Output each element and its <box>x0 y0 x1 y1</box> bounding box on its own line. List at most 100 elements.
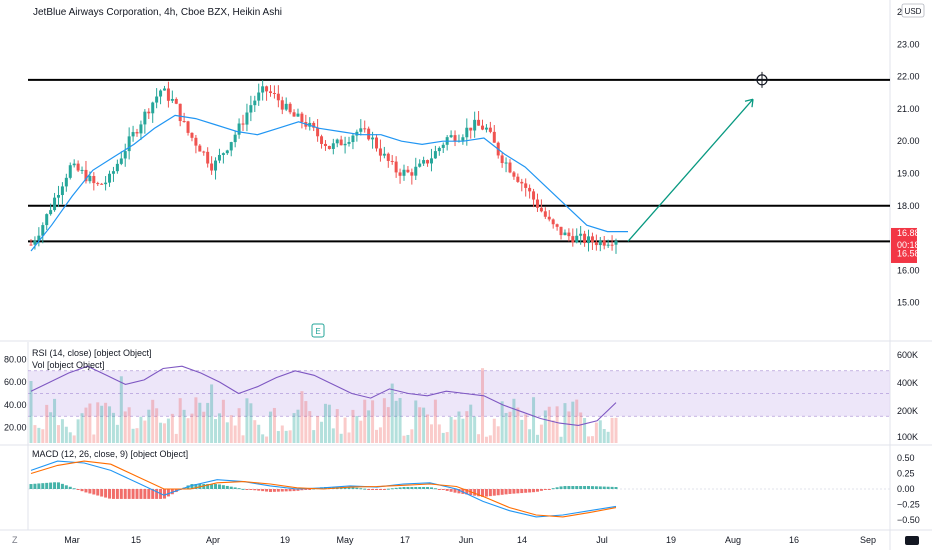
candle-body[interactable] <box>56 195 60 198</box>
candle-body[interactable] <box>284 103 288 110</box>
candle-body[interactable] <box>394 161 398 173</box>
candle-body[interactable] <box>449 135 453 138</box>
candle-body[interactable] <box>135 132 139 134</box>
candle-body[interactable] <box>214 160 218 171</box>
candle-body[interactable] <box>221 153 225 155</box>
candle-body[interactable] <box>504 162 508 164</box>
candle-body[interactable] <box>296 113 300 117</box>
candle-body[interactable] <box>272 92 276 94</box>
timezone-icon[interactable]: Z <box>12 535 18 545</box>
candle-body[interactable] <box>249 105 253 113</box>
candle-body[interactable] <box>53 197 57 211</box>
candle-body[interactable] <box>108 173 112 183</box>
candle-body[interactable] <box>606 244 610 246</box>
candle-body[interactable] <box>143 111 147 125</box>
candle-body[interactable] <box>323 143 327 146</box>
candle-body[interactable] <box>398 172 402 176</box>
candle-body[interactable] <box>543 211 547 217</box>
candle-body[interactable] <box>80 169 84 171</box>
candle-body[interactable] <box>100 183 104 185</box>
candle-body[interactable] <box>139 124 143 134</box>
candle-body[interactable] <box>386 153 390 161</box>
candle-body[interactable] <box>190 132 194 138</box>
candle-body[interactable] <box>151 102 155 114</box>
candle-body[interactable] <box>429 158 433 164</box>
candle-body[interactable] <box>162 88 166 91</box>
candle-body[interactable] <box>469 127 473 131</box>
candle-body[interactable] <box>155 96 159 103</box>
candle-body[interactable] <box>300 113 304 123</box>
projection-arrow[interactable] <box>627 98 754 242</box>
candle-body[interactable] <box>461 137 465 141</box>
candle-body[interactable] <box>339 139 343 146</box>
candle-body[interactable] <box>292 112 296 117</box>
candle-body[interactable] <box>312 122 316 128</box>
candle-body[interactable] <box>528 187 532 192</box>
candle-body[interactable] <box>492 131 496 143</box>
candle-body[interactable] <box>422 160 426 164</box>
candle-body[interactable] <box>598 240 602 246</box>
candle-body[interactable] <box>178 103 182 122</box>
candle-body[interactable] <box>555 224 559 227</box>
candle-body[interactable] <box>610 244 614 246</box>
candle-body[interactable] <box>194 137 198 146</box>
candle-body[interactable] <box>159 90 163 97</box>
candle-body[interactable] <box>229 142 233 151</box>
candle-body[interactable] <box>335 139 339 144</box>
candle-body[interactable] <box>45 214 49 226</box>
candle-body[interactable] <box>210 163 214 171</box>
candle-body[interactable] <box>265 86 269 92</box>
candle-body[interactable] <box>473 119 477 131</box>
candle-body[interactable] <box>92 176 96 184</box>
candle-body[interactable] <box>147 111 151 114</box>
candle-body[interactable] <box>575 235 579 243</box>
candle-body[interactable] <box>563 232 567 236</box>
candle-body[interactable] <box>202 151 206 153</box>
candle-body[interactable] <box>390 160 394 162</box>
candle-body[interactable] <box>41 225 45 236</box>
candle-body[interactable] <box>37 235 41 241</box>
candle-body[interactable] <box>500 155 504 164</box>
candle-body[interactable] <box>508 162 512 173</box>
candle-body[interactable] <box>547 216 551 220</box>
candle-body[interactable] <box>104 182 108 185</box>
candle-body[interactable] <box>198 145 202 152</box>
candle-body[interactable] <box>225 150 229 154</box>
candle-body[interactable] <box>174 98 178 104</box>
candle-body[interactable] <box>170 98 174 101</box>
candle-body[interactable] <box>453 135 457 142</box>
candle-body[interactable] <box>363 128 367 130</box>
candle-body[interactable] <box>465 127 469 138</box>
candle-body[interactable] <box>418 163 422 167</box>
candle-body[interactable] <box>60 186 64 196</box>
candle-body[interactable] <box>123 151 127 159</box>
candle-body[interactable] <box>512 172 516 177</box>
candle-body[interactable] <box>316 127 320 137</box>
candle-body[interactable] <box>29 244 33 246</box>
candle-body[interactable] <box>331 143 335 149</box>
candle-body[interactable] <box>382 153 386 156</box>
candle-body[interactable] <box>406 169 410 173</box>
macd-pane[interactable] <box>28 460 890 518</box>
candle-body[interactable] <box>182 121 186 123</box>
candle-body[interactable] <box>539 207 543 212</box>
candle-body[interactable] <box>327 145 331 149</box>
candle-body[interactable] <box>402 169 406 176</box>
candle-body[interactable] <box>426 160 430 164</box>
candle-body[interactable] <box>587 236 591 244</box>
candle-body[interactable] <box>532 191 536 200</box>
candle-body[interactable] <box>127 136 131 152</box>
candle-body[interactable] <box>186 121 190 133</box>
candle-body[interactable] <box>359 128 363 132</box>
candle-body[interactable] <box>76 163 80 171</box>
candle-body[interactable] <box>551 219 555 225</box>
candle-body[interactable] <box>288 103 292 113</box>
candle-body[interactable] <box>111 171 115 174</box>
candle-body[interactable] <box>84 169 88 182</box>
candle-body[interactable] <box>257 92 261 101</box>
candle-body[interactable] <box>72 163 76 166</box>
candle-body[interactable] <box>261 86 265 93</box>
candle-body[interactable] <box>477 119 481 126</box>
candle-body[interactable] <box>347 142 351 144</box>
candle-body[interactable] <box>602 240 606 246</box>
